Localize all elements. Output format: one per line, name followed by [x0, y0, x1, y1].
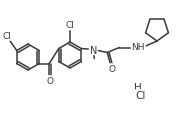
Text: Cl: Cl: [136, 90, 146, 100]
Text: N: N: [89, 45, 97, 55]
Text: NH: NH: [132, 43, 145, 52]
Text: Cl: Cl: [2, 32, 11, 41]
Text: O: O: [109, 64, 116, 73]
Text: Cl: Cl: [66, 21, 74, 30]
Text: O: O: [47, 76, 54, 85]
Text: H: H: [134, 82, 142, 92]
